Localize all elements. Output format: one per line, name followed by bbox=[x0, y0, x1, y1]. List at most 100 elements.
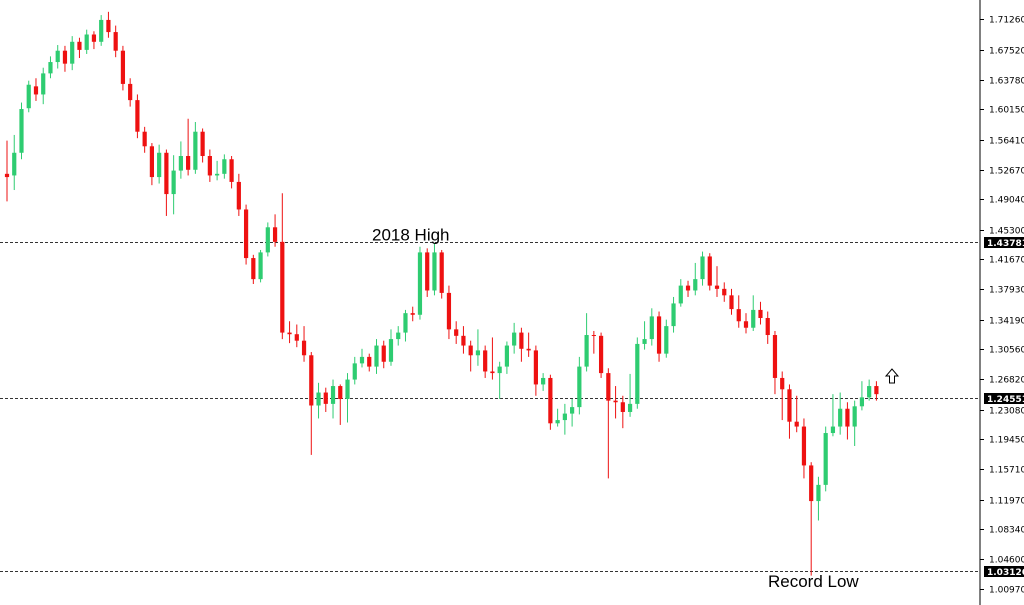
candle bbox=[606, 368, 611, 479]
candle-body bbox=[345, 379, 350, 400]
candle-body bbox=[106, 19, 111, 33]
candle-body bbox=[4, 173, 10, 178]
candle bbox=[613, 386, 618, 419]
candle bbox=[403, 309, 408, 342]
candle-body bbox=[287, 332, 292, 335]
candle-body bbox=[272, 227, 278, 242]
candle-body bbox=[454, 329, 459, 336]
candle-body bbox=[403, 313, 408, 333]
candle-body bbox=[541, 377, 546, 385]
tick-label: 1.45300 bbox=[989, 227, 1024, 237]
candle bbox=[70, 36, 75, 71]
candle bbox=[4, 140, 10, 202]
candle bbox=[490, 337, 495, 380]
candle-body bbox=[635, 343, 640, 404]
candle-body bbox=[323, 392, 328, 404]
candle-body bbox=[649, 316, 654, 340]
candle-body bbox=[845, 408, 850, 427]
candle bbox=[838, 392, 843, 435]
candle-body bbox=[867, 386, 872, 398]
candle bbox=[280, 193, 285, 340]
candle-body bbox=[598, 335, 604, 374]
candle-body bbox=[693, 279, 698, 291]
candle bbox=[243, 204, 249, 265]
candle bbox=[120, 45, 126, 91]
tick-label: 1.67520 bbox=[989, 47, 1024, 57]
candle-body bbox=[99, 19, 104, 42]
candle-body bbox=[70, 41, 75, 64]
candle bbox=[135, 94, 140, 139]
candle bbox=[577, 356, 582, 415]
candle bbox=[367, 353, 372, 372]
tick-label: 1.34190 bbox=[989, 317, 1024, 327]
candle-body bbox=[816, 484, 821, 502]
candle bbox=[584, 313, 589, 372]
candle bbox=[845, 402, 850, 440]
candle-body bbox=[700, 256, 705, 280]
candle bbox=[113, 25, 118, 58]
candle bbox=[526, 332, 531, 357]
candle bbox=[272, 214, 278, 247]
candle-body bbox=[381, 345, 386, 362]
candle-body bbox=[367, 356, 372, 367]
candle bbox=[352, 356, 357, 385]
candle-body bbox=[316, 392, 321, 406]
candle-body bbox=[620, 402, 625, 412]
candle bbox=[809, 462, 814, 576]
candle-body bbox=[838, 408, 843, 427]
candle-body bbox=[497, 366, 502, 374]
candle-body bbox=[714, 285, 720, 289]
candle bbox=[432, 243, 437, 296]
candle-body bbox=[33, 86, 39, 95]
candle bbox=[483, 345, 488, 378]
candle-body bbox=[91, 34, 97, 42]
reference-label-bg bbox=[984, 237, 1024, 248]
candle-body bbox=[512, 332, 517, 346]
candle bbox=[874, 381, 879, 401]
candle-body bbox=[823, 433, 828, 485]
candle-body bbox=[584, 335, 589, 367]
candle-body bbox=[852, 406, 857, 427]
candle bbox=[541, 373, 546, 391]
annotation-label: 2018 High bbox=[372, 225, 450, 244]
candle-body bbox=[193, 131, 198, 170]
candle-body bbox=[142, 131, 147, 147]
candle bbox=[287, 321, 292, 344]
candle bbox=[316, 382, 321, 419]
candle bbox=[323, 387, 328, 412]
candle bbox=[338, 384, 343, 425]
candle bbox=[33, 78, 39, 101]
candle bbox=[251, 254, 256, 284]
candle bbox=[128, 78, 133, 107]
reference-lines bbox=[0, 242, 980, 572]
candle bbox=[722, 282, 727, 302]
candle bbox=[99, 15, 104, 46]
candle bbox=[439, 249, 444, 299]
candle bbox=[301, 326, 307, 362]
candle bbox=[77, 37, 82, 58]
candle bbox=[309, 352, 314, 455]
candle-body bbox=[555, 420, 560, 424]
candle bbox=[497, 361, 502, 400]
candle-body bbox=[236, 181, 241, 210]
candle-body bbox=[330, 386, 336, 404]
candle bbox=[591, 330, 596, 354]
reference-label: 1.03126 bbox=[987, 568, 1024, 578]
candle-body bbox=[309, 355, 314, 406]
candle bbox=[164, 149, 169, 216]
candle-body bbox=[301, 340, 307, 356]
candle bbox=[743, 313, 749, 334]
candle bbox=[388, 329, 394, 366]
candle-body bbox=[801, 426, 807, 466]
candle-body bbox=[874, 386, 879, 395]
candle bbox=[396, 326, 401, 346]
candle-body bbox=[671, 303, 676, 327]
candle-body bbox=[410, 313, 415, 315]
candle bbox=[222, 154, 227, 179]
candle bbox=[555, 408, 560, 427]
candle-body bbox=[685, 285, 691, 291]
candle-body bbox=[468, 345, 473, 356]
reference-label-bg bbox=[984, 393, 1024, 404]
candle-body bbox=[258, 252, 263, 280]
candle bbox=[512, 322, 517, 354]
